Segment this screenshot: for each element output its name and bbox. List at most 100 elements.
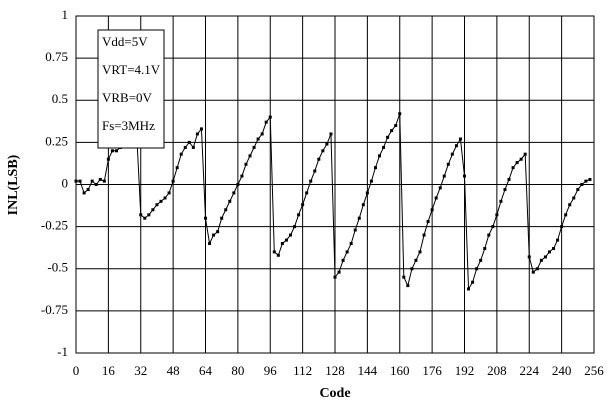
data-point: [386, 135, 390, 139]
data-point: [394, 124, 398, 128]
x-tick-label: 192: [455, 363, 475, 378]
data-point: [353, 228, 357, 232]
y-tick-label: 0: [62, 175, 69, 190]
data-point: [82, 191, 86, 195]
data-point: [515, 161, 519, 165]
data-point: [511, 166, 515, 170]
y-tick-label: -0.75: [41, 302, 68, 317]
data-point: [317, 157, 321, 161]
data-point: [373, 166, 377, 170]
data-point: [224, 208, 228, 212]
data-point: [288, 233, 292, 237]
data-point: [539, 258, 543, 262]
data-point: [458, 137, 462, 141]
x-tick-label: 112: [293, 363, 312, 378]
data-point: [212, 233, 216, 237]
x-tick-label: 256: [584, 363, 604, 378]
data-point: [552, 247, 556, 251]
data-point: [228, 199, 232, 203]
data-point: [272, 250, 276, 254]
y-tick-label: 0.5: [52, 91, 68, 106]
data-point: [491, 225, 495, 229]
data-point: [483, 247, 487, 251]
data-point: [240, 174, 244, 178]
data-point: [98, 177, 102, 181]
data-point: [183, 145, 187, 149]
x-tick-label: 208: [487, 363, 507, 378]
x-tick-label: 32: [134, 363, 147, 378]
data-point: [426, 220, 430, 224]
x-tick-label: 16: [102, 363, 116, 378]
x-tick-label: 96: [264, 363, 278, 378]
data-point: [244, 162, 248, 166]
data-point: [499, 199, 503, 203]
y-tick-label: -1: [57, 344, 68, 359]
data-point: [418, 250, 422, 254]
data-point: [163, 196, 167, 200]
data-point: [147, 213, 151, 217]
data-point: [236, 183, 240, 186]
data-point: [547, 250, 551, 254]
data-point: [179, 152, 183, 156]
data-point: [305, 191, 309, 195]
data-point: [487, 233, 491, 237]
plot-frame: [75, 15, 595, 354]
data-point: [297, 213, 301, 217]
data-point: [187, 140, 191, 144]
data-point: [106, 157, 110, 161]
data-point: [313, 169, 317, 173]
data-point: [535, 267, 539, 271]
data-point: [110, 149, 114, 153]
data-point: [580, 183, 584, 186]
data-point: [252, 145, 256, 149]
x-axis-label: Code: [319, 386, 350, 401]
data-point: [151, 208, 155, 212]
data-point: [248, 154, 252, 158]
data-point: [86, 188, 90, 192]
data-point: [155, 203, 159, 207]
data-point: [333, 275, 337, 279]
data-point: [191, 145, 195, 149]
x-tick-label: 144: [358, 363, 378, 378]
data-point: [495, 213, 499, 217]
data-point: [442, 174, 446, 178]
data-point: [276, 253, 280, 257]
data-point: [143, 216, 147, 220]
annotation: Fs=3MHz: [102, 118, 155, 133]
data-point: [94, 183, 98, 186]
data-point: [543, 255, 547, 259]
data-point: [410, 267, 414, 271]
data-point: [430, 208, 434, 212]
data-point: [414, 258, 418, 262]
y-tick-label: 1: [62, 7, 69, 22]
data-point: [467, 287, 471, 291]
data-point: [584, 179, 588, 183]
data-point: [406, 284, 410, 288]
data-point: [175, 166, 179, 170]
data-point: [479, 258, 483, 262]
data-point: [450, 152, 454, 156]
data-point: [345, 250, 349, 254]
x-tick-label: 48: [167, 363, 180, 378]
annotation: VRB=0V: [102, 90, 153, 105]
data-point: [446, 162, 450, 166]
data-point: [564, 213, 568, 217]
data-point: [337, 270, 341, 274]
data-point: [329, 132, 333, 136]
data-point: [264, 120, 268, 124]
data-point: [361, 203, 365, 207]
data-point: [390, 129, 394, 133]
data-point: [523, 152, 527, 156]
data-point: [588, 177, 592, 181]
y-tick-label: -0.5: [47, 260, 68, 275]
data-point: [519, 157, 523, 161]
data-point: [556, 238, 560, 242]
data-point: [527, 255, 531, 259]
data-point: [220, 216, 224, 220]
y-tick-label: 0.25: [45, 133, 68, 148]
y-tick-label: 0.75: [45, 49, 68, 64]
data-point: [357, 216, 361, 220]
data-point: [321, 149, 325, 153]
